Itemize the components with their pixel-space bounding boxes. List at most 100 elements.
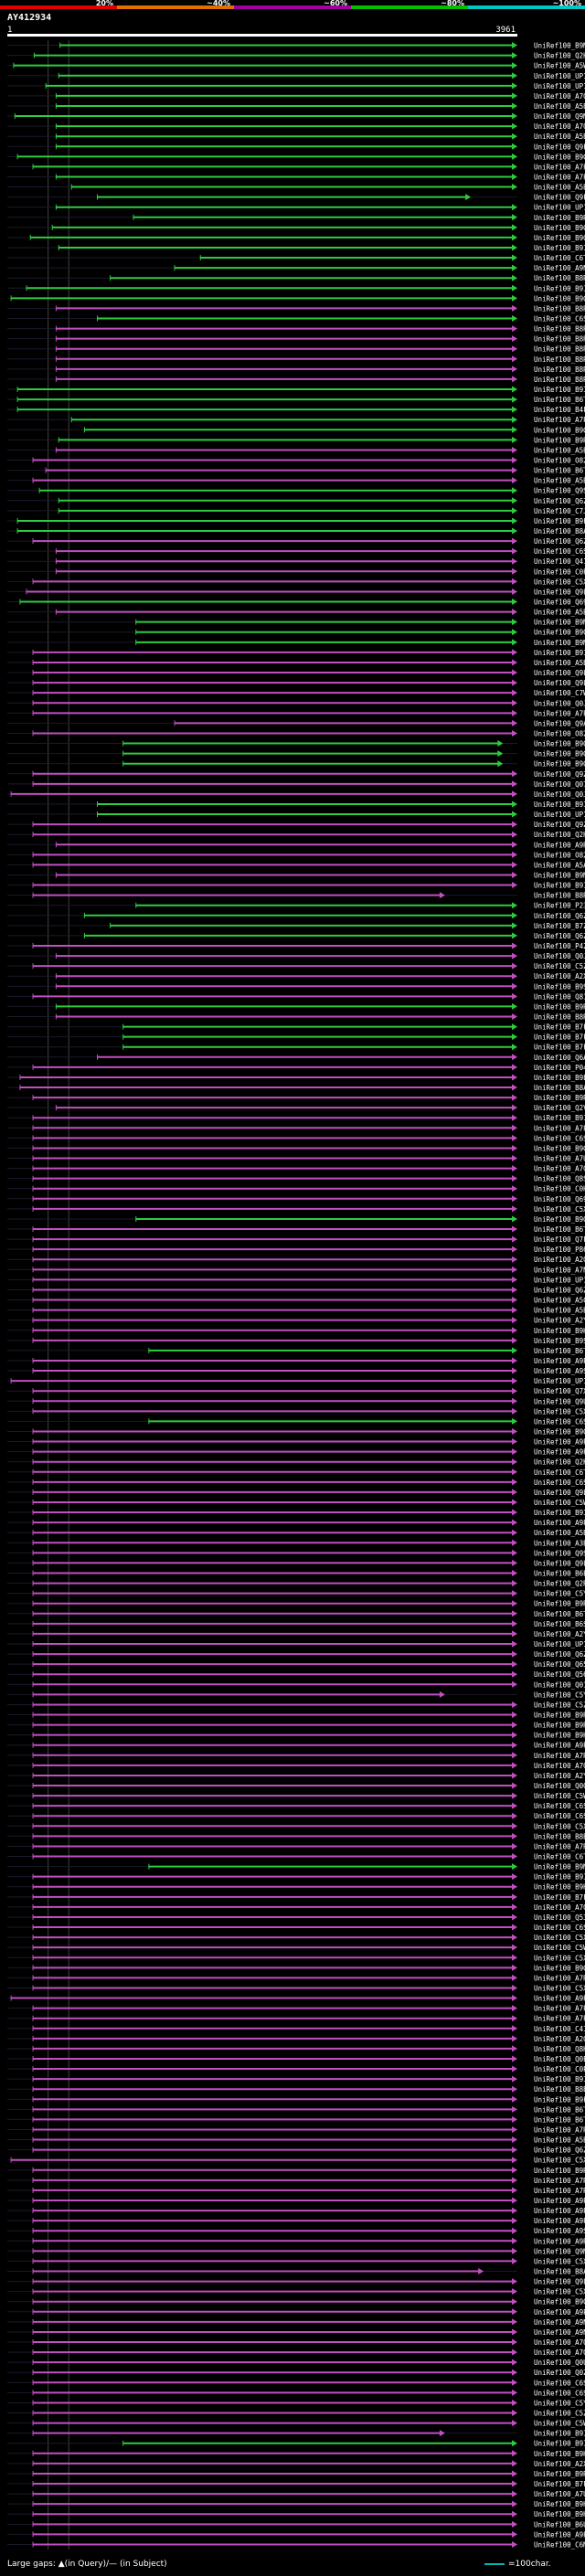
hit-row[interactable]: UniRef100_B6TCC4 — [7, 467, 585, 475]
hit-row[interactable]: UniRef100_Q9U844 — [7, 1397, 585, 1405]
hit-label[interactable]: UniRef100_B9I610 — [534, 1873, 585, 1882]
hit-row[interactable]: UniRef100_B8BAL8 — [7, 2085, 585, 2094]
hit-label[interactable]: UniRef100_Q41001 — [534, 557, 585, 566]
hit-row[interactable]: UniRef100_C6M4Z4 — [7, 2540, 585, 2549]
hit-label[interactable]: UniRef100_A7QKN2 — [534, 1165, 585, 1173]
hit-row[interactable]: UniRef100_B6E929 — [7, 1569, 585, 1577]
hit-row[interactable]: UniRef100_A7QRG5 — [7, 1762, 585, 1770]
hit-row[interactable]: UniRef100_C6SZQ8 — [7, 1479, 585, 1487]
hit-row[interactable]: UniRef100_B9GPQ0 — [7, 760, 585, 769]
hit-row[interactable]: UniRef100_C5Z0W2 — [7, 962, 585, 970]
hit-row[interactable]: UniRef100_B9H1F7 — [7, 2500, 585, 2508]
hit-row[interactable]: UniRef100_Q2HVL3 — [7, 831, 585, 839]
hit-label[interactable]: UniRef100_A2XR55 — [534, 2460, 585, 2468]
hit-row[interactable]: UniRef100_A2Q4X3 — [7, 2035, 585, 2043]
hit-row[interactable]: UniRef100_Q9LZ51 — [7, 2278, 585, 2286]
hit-label[interactable]: UniRef100_B9GQB1 — [534, 426, 585, 434]
hit-row[interactable]: UniRef100_B8RIM2 — [7, 1013, 585, 1022]
hit-row[interactable]: UniRef100_A9PDQ1 — [7, 2197, 585, 2205]
hit-label[interactable]: UniRef100_A9P8G2 — [534, 1448, 585, 1457]
hit-label[interactable]: UniRef100_C5XYA6 — [534, 578, 585, 586]
hit-row[interactable]: UniRef100_A9STU9 — [7, 1367, 585, 1375]
hit-label[interactable]: UniRef100_UP1000.. — [534, 1640, 585, 1648]
hit-label[interactable]: UniRef100_B9SMH1 — [534, 1337, 585, 1345]
hit-label[interactable]: UniRef100_C6SZQ8 — [534, 1479, 585, 1487]
hit-label[interactable]: UniRef100_A9P3X0 — [534, 2217, 585, 2225]
hit-label[interactable]: UniRef100_C6S591 — [534, 547, 585, 556]
hit-row[interactable]: UniRef100_C5X317 — [7, 1822, 585, 1830]
hit-label[interactable]: UniRef100_B9IMX2 — [534, 800, 585, 809]
hit-label[interactable]: UniRef100_A7PF66 — [534, 173, 585, 181]
hit-label[interactable]: UniRef100_A7R7T8 — [534, 2177, 585, 2185]
hit-label[interactable]: UniRef100_C6T1Y3 — [534, 1853, 585, 1861]
hit-row[interactable]: UniRef100_B9RV67 — [7, 214, 585, 222]
hit-row[interactable]: UniRef100_B9GSP0 — [7, 1427, 585, 1436]
hit-row[interactable]: UniRef100_B9GQB1 — [7, 426, 585, 434]
hit-label[interactable]: UniRef100_B8AT13 — [534, 1084, 585, 1092]
hit-row[interactable]: UniRef100_B8RI03 — [7, 366, 585, 374]
hit-row[interactable]: UniRef100_B9HIT4 — [7, 2510, 585, 2518]
hit-label[interactable]: UniRef100_Q9U844 — [534, 1397, 585, 1405]
hit-row[interactable]: UniRef100_B8AL79 — [7, 527, 585, 535]
hit-label[interactable]: UniRef100_C5X825 — [534, 1407, 585, 1415]
hit-row[interactable]: UniRef100_Q69DI9 — [7, 1195, 585, 1203]
hit-row[interactable]: UniRef100_C5WAB0 — [7, 1944, 585, 1952]
hit-label[interactable]: UniRef100_A7QHC9 — [534, 2338, 585, 2347]
hit-row[interactable]: UniRef100_C5X329 — [7, 1934, 585, 1942]
hit-label[interactable]: UniRef100_B7FJT6 — [534, 2480, 585, 2488]
hit-label[interactable]: UniRef100_A9PE35 — [534, 1519, 585, 1527]
hit-row[interactable]: UniRef100_Q9SK27 — [7, 1549, 585, 1557]
hit-label[interactable]: UniRef100_A7R6L5 — [534, 1752, 585, 1760]
hit-label[interactable]: UniRef100_B9RL66 — [534, 2470, 585, 2478]
hit-label[interactable]: UniRef100_Q69QK7 — [534, 599, 585, 607]
hit-label[interactable]: UniRef100_B9GMH6 — [534, 294, 585, 302]
hit-label[interactable]: UniRef100_Q0E3V1 — [534, 2055, 585, 2063]
hit-label[interactable]: UniRef100_B9HIT4 — [534, 2510, 585, 2518]
hit-row[interactable]: UniRef100_Q69QK7 — [7, 599, 585, 607]
hit-row[interactable]: UniRef100_B7FJT6 — [7, 2480, 585, 2488]
hit-label[interactable]: UniRef100_A2YR21 — [534, 1317, 585, 1325]
hit-row[interactable]: UniRef100_C5XAB5 — [7, 1984, 585, 1992]
hit-row[interactable]: UniRef100_B9I837 — [7, 882, 585, 890]
hit-label[interactable]: UniRef100_B9MA13 — [534, 639, 585, 647]
hit-label[interactable]: UniRef100_Q69DI9 — [534, 1195, 585, 1203]
hit-label[interactable]: UniRef100_Q9LBL5 — [534, 679, 585, 687]
hit-row[interactable]: UniRef100_Q56U77 — [7, 1670, 585, 1679]
hit-label[interactable]: UniRef100_A7PF65 — [534, 709, 585, 717]
hit-row[interactable]: UniRef100_C5X6P6 — [7, 1954, 585, 1962]
hit-row[interactable]: UniRef100_B9IPS6 — [7, 1509, 585, 1517]
hit-row[interactable]: UniRef100_Q9APC5 — [7, 719, 585, 727]
hit-label[interactable]: UniRef100_Q81S04 — [534, 992, 585, 1001]
hit-row[interactable]: UniRef100_B7ZZG5 — [7, 922, 585, 930]
hit-label[interactable]: UniRef100_UP1000.. — [534, 82, 585, 90]
hit-row[interactable]: UniRef100_A7R0X2 — [7, 2125, 585, 2134]
hit-row[interactable]: UniRef100_C5Z759 — [7, 2410, 585, 2418]
hit-label[interactable]: UniRef100_C5WF25 — [534, 1499, 585, 1507]
hit-row[interactable]: UniRef100_C6SW48 — [7, 1812, 585, 1820]
hit-row[interactable]: UniRef100_A7PF67 — [7, 163, 585, 171]
hit-label[interactable]: UniRef100_Q9SK27 — [534, 1549, 585, 1557]
hit-row[interactable]: UniRef100_Q01ZF1 — [7, 1680, 585, 1689]
hit-row[interactable]: UniRef100_Q9LY37 — [7, 1559, 585, 1567]
hit-row[interactable]: UniRef100_B9HJH5 — [7, 2450, 585, 2458]
hit-label[interactable]: UniRef100_C6S9D3 — [534, 2389, 585, 2397]
hit-label[interactable]: UniRef100_Q6ZJW2 — [534, 1650, 585, 1659]
hit-label[interactable]: UniRef100_Q9LY37 — [534, 1559, 585, 1567]
hit-row[interactable]: UniRef100_C7J028 — [7, 507, 585, 515]
hit-row[interactable]: UniRef100_C6T474 — [7, 254, 585, 262]
hit-row[interactable]: UniRef100_Q9S4D3 — [7, 487, 585, 495]
hit-row[interactable]: UniRef100_C5XV95 — [7, 2257, 585, 2265]
hit-row[interactable]: UniRef100_Q9LBL5 — [7, 679, 585, 687]
hit-label[interactable]: UniRef100_C5Y5Y2 — [534, 1691, 585, 1699]
hit-label[interactable]: UniRef100_B4FAB0 — [534, 406, 585, 414]
hit-label[interactable]: UniRef100_B8RIL7 — [534, 304, 585, 313]
hit-label[interactable]: UniRef100_A7UMA3 — [534, 1155, 585, 1163]
hit-row[interactable]: UniRef100_B9I610 — [7, 1873, 585, 1882]
hit-label[interactable]: UniRef100_Q9ZSC6 — [534, 770, 585, 779]
hit-row[interactable]: UniRef100_A7Q1N3 — [7, 92, 585, 101]
hit-label[interactable]: UniRef100_B9ET26 — [534, 1074, 585, 1082]
hit-row[interactable]: UniRef100_B9GMH3 — [7, 153, 585, 161]
hit-label[interactable]: UniRef100_A9NKT2 — [534, 2328, 585, 2337]
hit-label[interactable]: UniRef100_C0PD00 — [534, 2065, 585, 2073]
hit-label[interactable]: UniRef100_A9PDQ1 — [534, 2308, 585, 2316]
